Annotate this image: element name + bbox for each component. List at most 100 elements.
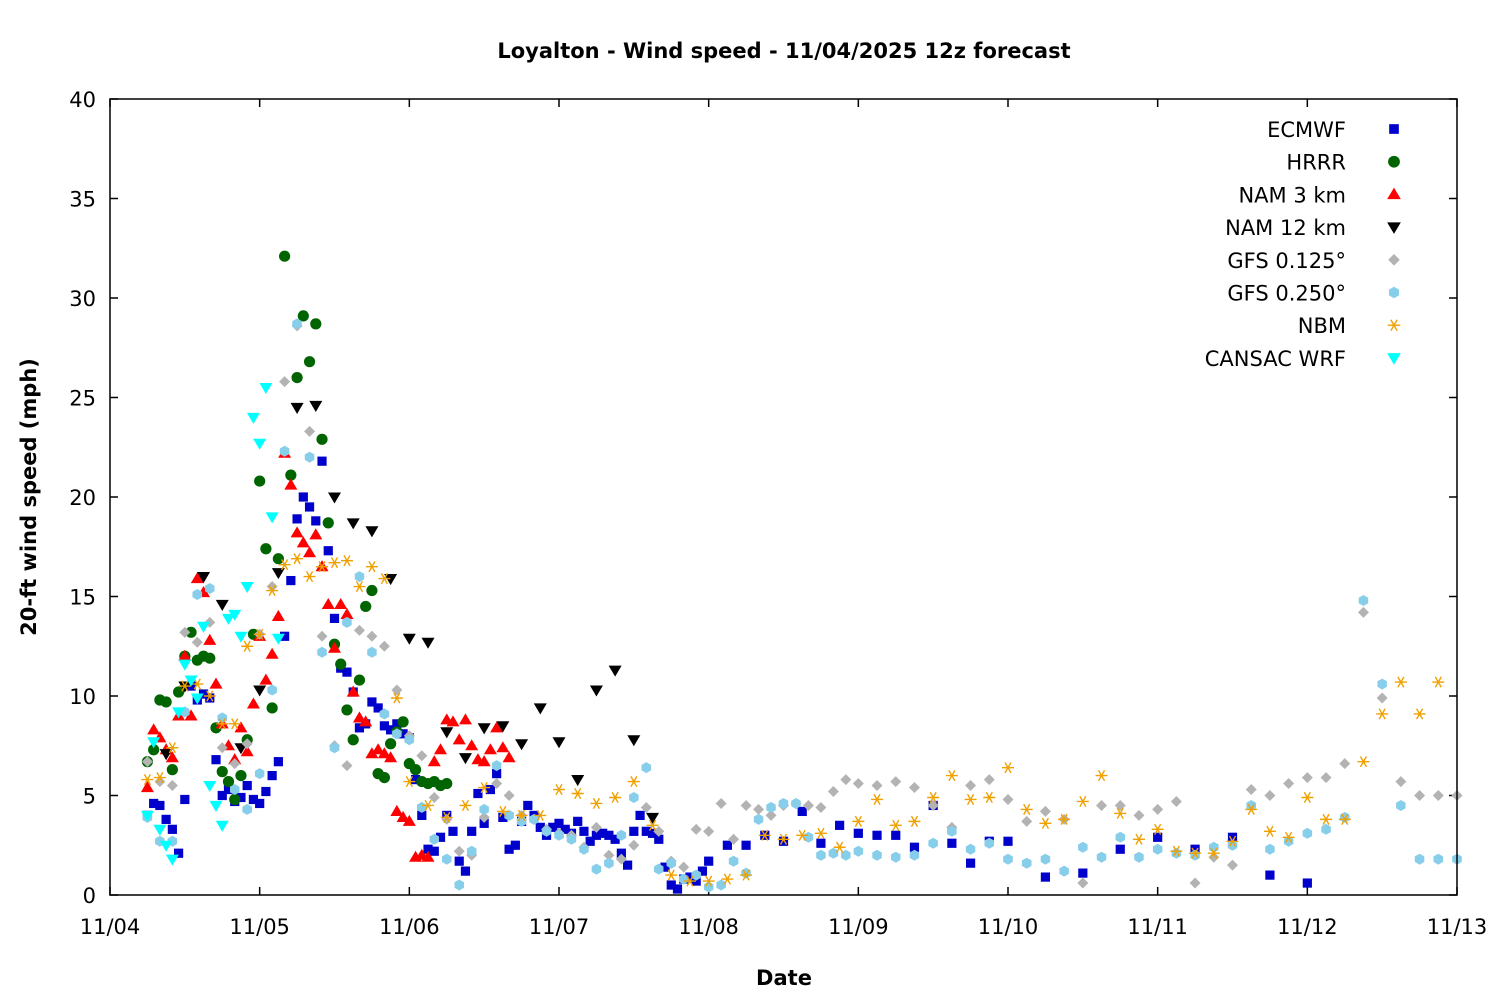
point-series-8	[240, 582, 254, 594]
point-series-7	[665, 869, 678, 881]
point-series-6	[1096, 851, 1107, 863]
point-series-6	[367, 646, 377, 658]
point-series-1	[354, 723, 365, 733]
point-series-6	[1059, 865, 1069, 877]
point-series-2	[160, 696, 172, 708]
point-series-1	[816, 838, 826, 848]
point-series-4	[421, 637, 435, 649]
point-series-1	[585, 836, 595, 846]
point-series-6	[909, 849, 920, 861]
point-series-5	[1039, 805, 1051, 817]
point-series-7	[278, 559, 291, 571]
point-series-7	[571, 787, 584, 800]
point-series-3	[371, 743, 385, 755]
point-series-5	[740, 799, 752, 811]
point-series-3	[147, 723, 161, 735]
point-series-6	[192, 589, 203, 600]
point-series-1	[167, 824, 177, 834]
point-series-2	[254, 475, 266, 487]
point-series-3	[396, 810, 410, 822]
point-series-1	[273, 757, 283, 767]
point-series-6	[429, 833, 439, 845]
axis-ticks: 11/04 11/05 11/06 11/07 11/08 11/09 11/10 11/11…	[69, 88, 1487, 939]
point-series-1	[342, 667, 352, 677]
point-series-1	[161, 814, 171, 824]
point-series-1	[292, 514, 302, 524]
point-series-7	[141, 774, 154, 786]
legend-label: GFS 0.125°	[1227, 249, 1346, 273]
point-series-3	[265, 647, 279, 659]
point-series-3	[234, 721, 248, 733]
series-7	[141, 553, 1445, 887]
point-series-5	[416, 750, 428, 762]
point-series-1	[573, 816, 583, 826]
point-series-5	[628, 839, 640, 851]
point-series-4	[309, 400, 323, 412]
point-series-6	[1021, 857, 1032, 869]
point-series-7	[1301, 791, 1314, 804]
point-series-5	[1432, 790, 1444, 801]
y-axis-label: 20-ft wind speed (mph)	[17, 358, 41, 636]
point-series-5	[216, 742, 228, 754]
y-tick-label: 0	[83, 884, 96, 908]
point-series-5	[1021, 815, 1033, 827]
point-series-6	[1302, 827, 1313, 839]
point-series-1	[423, 844, 433, 854]
point-series-4	[253, 685, 267, 697]
point-series-1	[616, 848, 626, 858]
point-series-5	[965, 780, 977, 792]
point-series-1	[429, 846, 439, 856]
point-series-1	[1227, 832, 1238, 842]
point-series-6	[928, 837, 938, 849]
point-series-7	[378, 573, 391, 585]
point-series-5	[983, 774, 995, 786]
point-series-7	[627, 776, 640, 788]
point-series-1	[672, 884, 683, 894]
point-series-1	[1040, 872, 1051, 882]
point-series-8	[172, 707, 186, 719]
point-series-5	[316, 630, 328, 642]
point-series-4	[515, 739, 529, 751]
point-series-1	[965, 858, 976, 868]
point-series-8	[147, 737, 161, 749]
point-series-1	[236, 792, 246, 803]
point-series-7	[1376, 708, 1389, 720]
point-series-7	[241, 640, 254, 652]
point-series-1	[280, 631, 290, 641]
point-series-5	[678, 861, 690, 873]
point-series-8	[215, 820, 229, 832]
point-series-6	[654, 863, 664, 875]
point-series-5	[590, 821, 602, 833]
point-series-3	[209, 677, 223, 689]
point-series-6	[279, 445, 290, 457]
point-series-7	[1151, 823, 1164, 835]
point-series-8	[209, 800, 223, 812]
point-series-5	[1077, 877, 1089, 889]
point-series-2	[303, 356, 316, 368]
data-marks	[140, 250, 1463, 894]
point-series-1	[622, 860, 633, 870]
point-series-1	[1302, 878, 1312, 888]
point-series-7	[927, 791, 940, 804]
point-series-6	[379, 708, 390, 720]
point-series-8	[265, 512, 279, 524]
point-series-6	[317, 646, 327, 658]
y-tick-label: 40	[69, 88, 96, 112]
point-series-1	[498, 812, 508, 822]
point-series-6	[442, 853, 452, 865]
point-series-1	[373, 703, 383, 713]
point-series-1	[591, 830, 602, 840]
point-series-3	[402, 814, 416, 826]
point-series-1	[598, 828, 608, 838]
point-series-8	[203, 781, 217, 793]
point-series-5	[1376, 692, 1388, 704]
point-series-7	[553, 783, 565, 796]
point-series-2	[166, 764, 178, 776]
series-6	[142, 318, 1462, 893]
point-series-3	[184, 709, 198, 721]
point-series-5	[603, 849, 615, 861]
point-series-3	[340, 607, 354, 619]
point-series-7	[440, 811, 453, 823]
point-series-5	[1208, 851, 1220, 863]
